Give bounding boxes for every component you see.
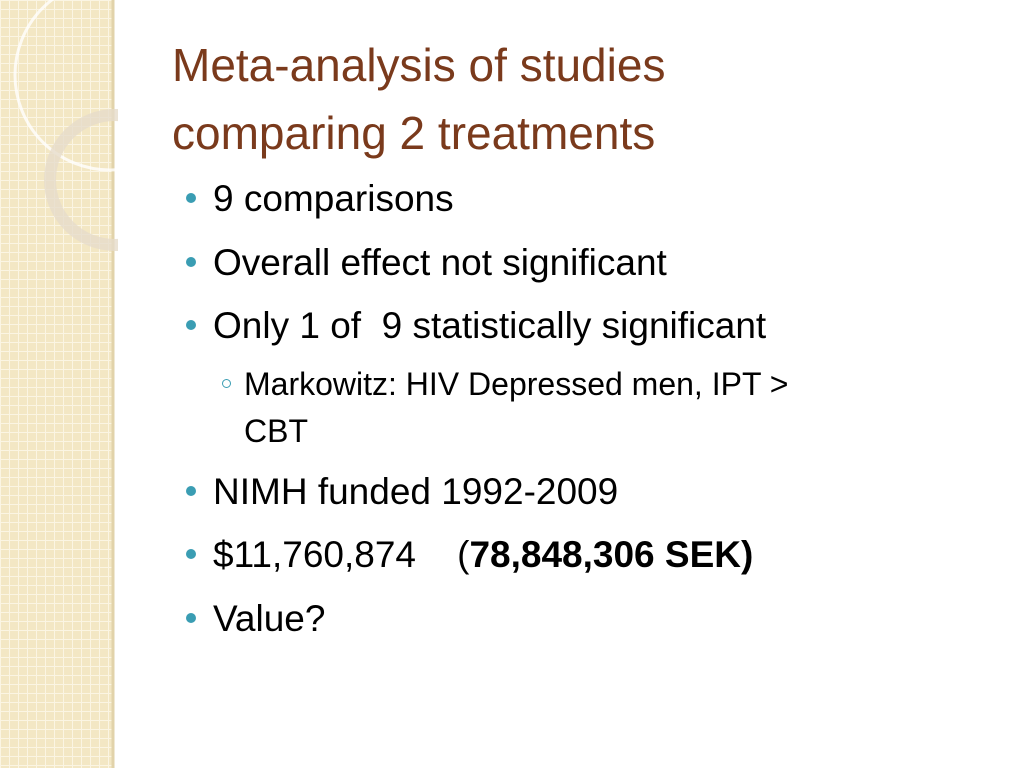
- bullet-dot: [186, 320, 196, 330]
- amount-bold: 78,848,306 SEK): [469, 534, 754, 575]
- bullet-dot: [186, 486, 196, 496]
- amount-text: $11,760,874 (: [213, 534, 470, 575]
- sub-bullet-text: Markowitz: HIV Depressed men, IPT >: [244, 366, 789, 402]
- bullet-text: Only 1 of 9 statistically significant: [213, 305, 767, 346]
- bullet-text: $11,760,874 (78,848,306 SEK): [213, 536, 753, 573]
- bullet-dot: [186, 549, 196, 559]
- sub-bullet-text: CBT: [244, 413, 308, 449]
- bullet-dot: [186, 193, 196, 203]
- decor-strip: [0, 0, 118, 768]
- title-line: Meta-analysis of studies: [172, 39, 666, 91]
- title-line: comparing 2 treatments: [172, 107, 656, 159]
- bullet-text: 9 comparisons: [213, 178, 454, 219]
- bullet-text: NIMH funded 1992-2009: [213, 471, 619, 512]
- bullet-dot: [186, 613, 196, 623]
- bullet-dot: [186, 257, 196, 267]
- bullet-text: Overall effect not significant: [213, 242, 667, 283]
- bullet-text: Value?: [213, 598, 326, 639]
- sub-bullet-ring: [222, 379, 231, 388]
